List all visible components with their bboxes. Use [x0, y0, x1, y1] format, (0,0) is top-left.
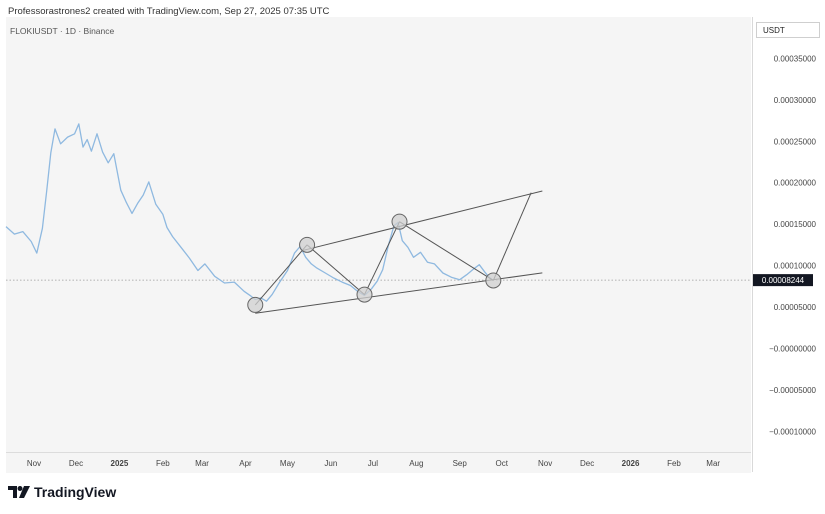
currency-selector[interactable]: USDT	[756, 22, 820, 38]
pivot-marker[interactable]	[356, 286, 373, 303]
trendline[interactable]	[254, 244, 308, 306]
x-tick-label: Nov	[538, 459, 552, 468]
pivot-marker[interactable]	[391, 213, 408, 230]
x-tick-label: Aug	[409, 459, 423, 468]
y-tick-label: −0.00010000	[769, 427, 816, 436]
brand-name: TradingView	[34, 484, 117, 500]
y-tick-label: −0.00000000	[769, 344, 816, 353]
x-tick-label: Dec	[580, 459, 594, 468]
x-tick-label: Mar	[706, 459, 720, 468]
y-tick-label: 0.00005000	[774, 303, 817, 312]
y-tick-label: 0.00035000	[774, 54, 817, 63]
y-tick-label: 0.00020000	[774, 179, 817, 188]
x-tick-label: Mar	[195, 459, 209, 468]
x-tick-label: Oct	[496, 459, 509, 468]
pivot-marker[interactable]	[299, 236, 316, 253]
tradingview-logo-icon	[8, 486, 30, 498]
trendline[interactable]	[399, 221, 494, 281]
y-tick-label: 0.00025000	[774, 137, 817, 146]
current-price-tag	[753, 274, 813, 287]
x-tick-label: 2025	[111, 459, 129, 468]
current-price-label: 0.00008244	[762, 276, 805, 285]
x-tick-label: Jun	[324, 459, 337, 468]
plot-area[interactable]	[6, 17, 751, 452]
x-tick-label: Sep	[453, 459, 468, 468]
chart-credit: Professorastrones2 created with TradingV…	[8, 6, 330, 17]
x-tick-label: Apr	[239, 459, 252, 468]
x-tick-label: Nov	[27, 459, 41, 468]
x-tick-label: Feb	[156, 459, 170, 468]
trendline[interactable]	[492, 192, 532, 281]
x-tick-label: May	[280, 459, 295, 468]
x-tick-label: Dec	[69, 459, 83, 468]
trendline[interactable]	[302, 190, 543, 251]
tradingview-logo: TradingView	[8, 484, 116, 500]
price-series-line[interactable]	[5, 123, 494, 302]
time-axis[interactable]	[6, 452, 751, 473]
y-tick-label: −0.00005000	[769, 386, 816, 395]
x-tick-label: Jul	[368, 459, 378, 468]
y-tick-label: 0.00015000	[774, 220, 817, 229]
symbol-label: FLOKIUSDT · 1D · Binance	[10, 26, 115, 36]
price-scale[interactable]	[752, 17, 825, 472]
x-tick-label: Feb	[667, 459, 681, 468]
trendline[interactable]	[364, 221, 400, 295]
pivot-marker[interactable]	[485, 272, 502, 289]
y-tick-label: 0.00010000	[774, 262, 817, 271]
trendline[interactable]	[306, 244, 365, 295]
pivot-marker[interactable]	[247, 296, 264, 313]
y-tick-label: 0.00030000	[774, 96, 817, 105]
x-tick-label: 2026	[622, 459, 640, 468]
